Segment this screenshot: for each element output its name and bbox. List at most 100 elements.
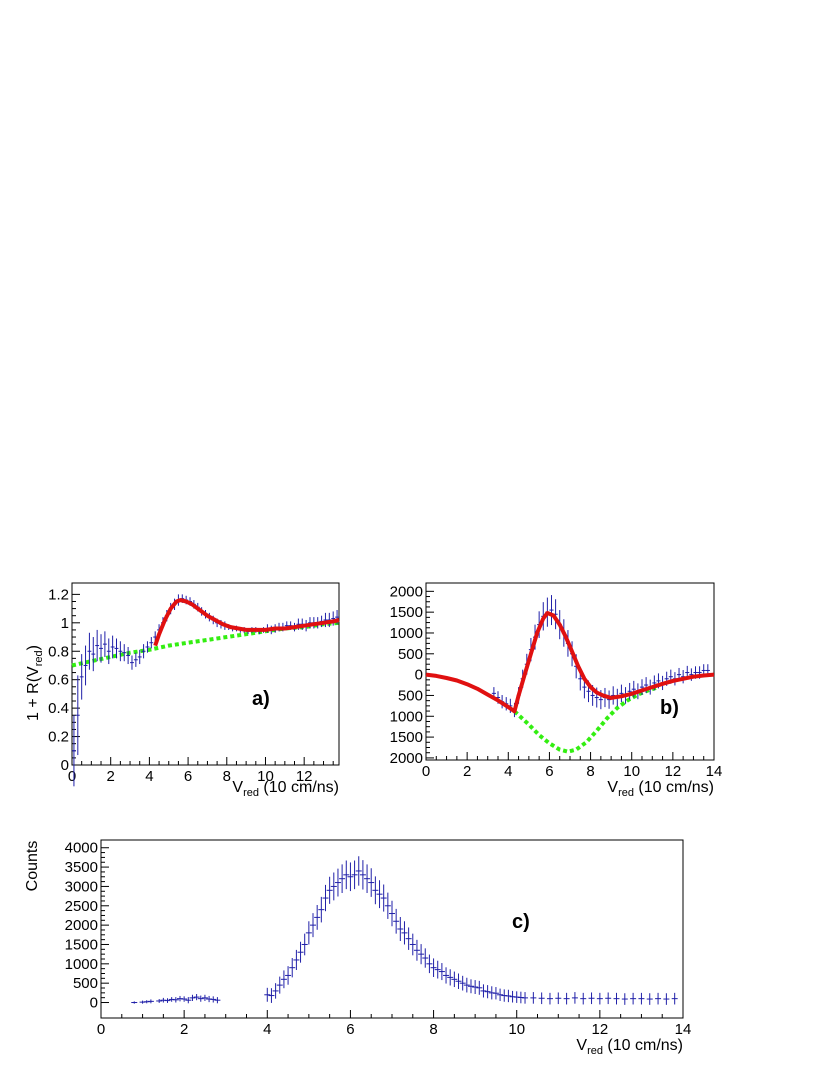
panel-a-fit-curve bbox=[153, 598, 340, 647]
panel-c-data-point bbox=[172, 997, 179, 1003]
panel-c-data-point bbox=[293, 949, 300, 971]
panel-c-data-point bbox=[443, 967, 450, 984]
panel-c-data-point bbox=[359, 860, 366, 890]
panel-b-xtick-label: 6 bbox=[545, 763, 553, 780]
panel-c: 0 2 4 6 8 10 12 14 0 500 1000 1500 2000 2500 3000 3500 4… bbox=[24, 839, 692, 1057]
panel-c-data-point bbox=[671, 992, 678, 1005]
panel-c-data-point bbox=[389, 900, 395, 927]
panel-c-xtick-label: 2 bbox=[180, 1021, 188, 1038]
panel-b-xlabel-main: V bbox=[607, 779, 618, 796]
panel-c-data-point bbox=[264, 987, 271, 1002]
panel-a-data-point bbox=[126, 646, 131, 665]
panel-c-data-point bbox=[280, 970, 287, 989]
panel-b-fit-curve bbox=[425, 611, 715, 714]
panel-c-data-point bbox=[276, 976, 283, 994]
panel-c-data-point bbox=[596, 992, 603, 1005]
panel-c-data-point bbox=[193, 994, 200, 1001]
panel-c-data-point bbox=[409, 933, 416, 956]
panel-a-label: a) bbox=[252, 688, 270, 710]
panel-c-data-point bbox=[326, 876, 333, 904]
panel-a-ytick-label: 0.4 bbox=[48, 700, 69, 717]
panel-c-data-point bbox=[289, 958, 296, 978]
panel-c-data-point bbox=[285, 966, 292, 985]
panel-a-data-point bbox=[118, 641, 123, 662]
panel-c-data-point bbox=[646, 993, 653, 1005]
panel-c-data-point bbox=[522, 992, 529, 1004]
panel-a-data-point bbox=[72, 715, 76, 787]
panel-b-data-point bbox=[619, 684, 624, 703]
panel-c-data-point bbox=[555, 992, 562, 1005]
panel-b-xtick-label: 12 bbox=[665, 763, 682, 780]
panel-c-data-point bbox=[505, 989, 512, 1003]
panel-a-xtick-label: 6 bbox=[184, 768, 192, 785]
panel-c-data-point bbox=[376, 880, 383, 909]
panel-c-data-point bbox=[318, 896, 325, 923]
panel-b-ytick-label: 1500 bbox=[390, 604, 423, 621]
panel-b-xtick-label: 10 bbox=[623, 763, 640, 780]
panel-a-frame bbox=[71, 582, 340, 766]
panel-c-data-point bbox=[401, 921, 408, 945]
panel-a-data-point bbox=[133, 652, 138, 667]
panel-c-data-point bbox=[434, 960, 441, 979]
panel-a-xtick-label: 0 bbox=[68, 768, 76, 785]
panel-a-xlabel-sub: red bbox=[243, 787, 259, 799]
panel-c-data-point bbox=[497, 988, 504, 1001]
panel-b-ytick-label: 500 bbox=[398, 687, 423, 704]
panel-b-ytick-label: 500 bbox=[398, 646, 423, 663]
panel-c-xtick-label: 14 bbox=[675, 1021, 692, 1038]
panel-c-data-point bbox=[364, 864, 371, 894]
panel-a-background-line bbox=[71, 620, 340, 668]
panel-b-xtick-label: 4 bbox=[504, 763, 512, 780]
panel-c-data-point bbox=[405, 927, 412, 950]
panel-c-data-point bbox=[463, 977, 470, 993]
panel-c-data-point bbox=[197, 995, 204, 1002]
panel-c-data-point bbox=[372, 876, 379, 905]
panel-a-xlabel-rest: (10 cm/ns) bbox=[259, 779, 339, 796]
panel-b-ytick-label: 2000 bbox=[390, 583, 423, 600]
panel-c-data-point bbox=[339, 864, 346, 894]
panel-c-data-point bbox=[459, 975, 466, 991]
panel-b-ytick-label: 1000 bbox=[390, 625, 423, 642]
panel-c-xtick-label: 4 bbox=[263, 1021, 271, 1038]
panel-c-data-point bbox=[164, 998, 171, 1003]
panel-a-xtick-label: 2 bbox=[107, 768, 115, 785]
panel-c-label: c) bbox=[512, 911, 530, 933]
panel-c-data-point bbox=[413, 939, 420, 961]
panel-c-data-point bbox=[580, 992, 587, 1005]
panel-b-background-curve bbox=[513, 685, 660, 754]
panel-a-data-point bbox=[323, 612, 328, 628]
panel-c-data-point bbox=[131, 1001, 138, 1004]
panel-a-data-point bbox=[102, 631, 107, 657]
panel-a-data-point bbox=[83, 645, 88, 686]
panel-c-data-point bbox=[185, 997, 192, 1004]
panel-a-data-point bbox=[149, 637, 154, 649]
panel-c-data-point bbox=[314, 905, 321, 930]
panel-b-ytick-label: 1500 bbox=[390, 729, 423, 746]
panel-c-data-point bbox=[563, 992, 570, 1005]
panel-b-xlabel: Vred (10 cm/ns) bbox=[607, 779, 714, 799]
panel-c-data-point bbox=[351, 860, 358, 890]
panel-c-data-point bbox=[330, 872, 337, 901]
panel-b-xtick-label: 8 bbox=[586, 763, 594, 780]
panel-c-ytick-label: 3000 bbox=[65, 878, 98, 895]
panel-b-ticks: 0 2 4 6 8 10 12 14 2000 1500 1000 500 0 500 1000 1500 20… bbox=[390, 583, 723, 780]
panel-a-ytick-label: 1 bbox=[61, 615, 69, 632]
panel-c-data-point bbox=[310, 913, 317, 938]
panel-c-ytick-label: 1500 bbox=[65, 936, 98, 953]
panel-c-data-point bbox=[334, 868, 341, 897]
panel-c-data-point bbox=[426, 954, 433, 974]
panel-a-data-point bbox=[137, 649, 142, 665]
panel-b-xlabel-rest: (10 cm/ns) bbox=[634, 779, 714, 796]
panel-a-data-point bbox=[130, 655, 134, 670]
panel-b-background-line bbox=[513, 685, 660, 754]
panel-c-ytick-label: 3500 bbox=[65, 859, 98, 876]
panel-a-ylabel-close: ) bbox=[25, 645, 42, 650]
panel-c-data-point bbox=[380, 884, 387, 912]
panel-a-ticks: 0 2 4 6 8 10 12 0 0.2 0.4 0.6 0.8 1 1.2 bbox=[48, 586, 334, 785]
panel-a-data-point bbox=[106, 638, 111, 665]
panel-c-ytick-label: 4000 bbox=[65, 840, 98, 857]
panel-b-ytick-label: 1000 bbox=[390, 708, 423, 725]
panel-c-data-point bbox=[538, 992, 545, 1005]
panel-c-data-point bbox=[147, 999, 154, 1004]
